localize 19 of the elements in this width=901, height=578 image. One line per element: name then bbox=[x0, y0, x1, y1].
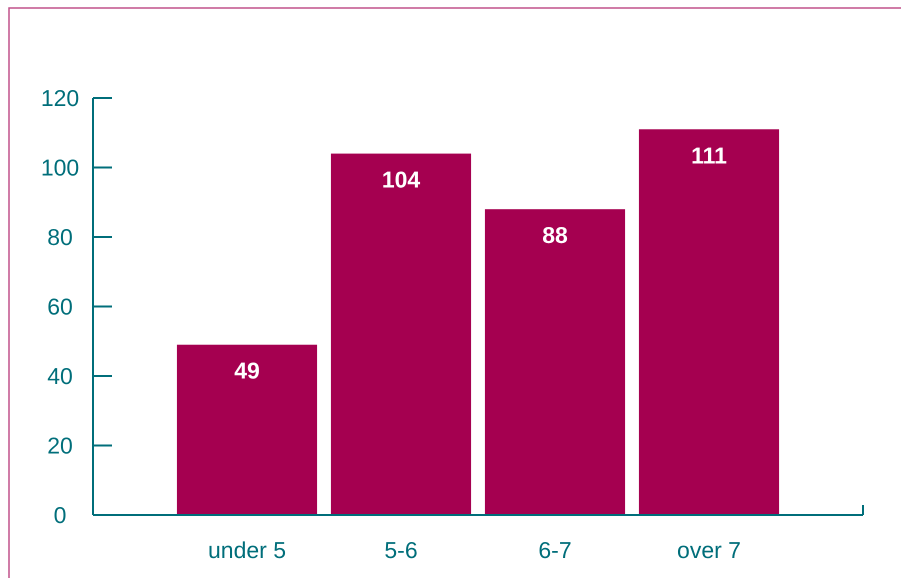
x-tick-label: under 5 bbox=[208, 537, 286, 563]
y-tick-label: 80 bbox=[47, 224, 73, 250]
bar bbox=[484, 209, 626, 515]
x-tick-label: 5-6 bbox=[384, 537, 418, 563]
data-label: 49 bbox=[234, 358, 260, 384]
y-tick-label: 40 bbox=[47, 363, 73, 389]
y-tick-label: 0 bbox=[54, 502, 66, 528]
bar bbox=[330, 154, 472, 515]
data-label: 104 bbox=[382, 166, 420, 193]
y-tick-label: 60 bbox=[47, 294, 73, 320]
data-label: 88 bbox=[542, 222, 568, 248]
bar bbox=[638, 129, 780, 515]
y-tick-label: 120 bbox=[40, 85, 80, 111]
x-tick-label: over 7 bbox=[677, 537, 741, 563]
y-tick-label: 100 bbox=[40, 154, 80, 180]
bar bbox=[176, 344, 318, 515]
data-label: 111 bbox=[691, 142, 728, 168]
x-tick-label: 6-7 bbox=[538, 537, 572, 563]
y-tick-label: 20 bbox=[47, 432, 73, 458]
